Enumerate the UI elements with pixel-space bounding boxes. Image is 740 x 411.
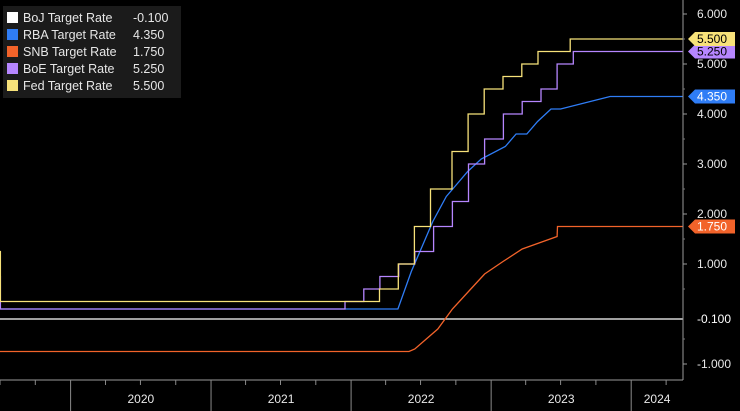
legend-item-boe: BoE Target Rate 5.250 xyxy=(7,60,181,77)
x-tick-label: 2023 xyxy=(548,392,575,406)
badge-shape xyxy=(688,219,735,234)
legend-label-boj: BoJ Target Rate xyxy=(23,10,113,25)
legend-value-boj: -0.100 xyxy=(133,10,169,25)
y-tick-label: 4.000 xyxy=(697,107,727,121)
last-value-badge-boj: -0.100 xyxy=(687,311,736,327)
legend-value-fed: 5.500 xyxy=(133,78,165,93)
badge-value: 4.350 xyxy=(697,90,727,104)
badge-value: 1.750 xyxy=(697,220,727,234)
legend-swatch-fed xyxy=(7,80,18,91)
y-tick-label: 1.000 xyxy=(697,257,727,271)
series-line-fed xyxy=(0,38,683,303)
legend-item-boj: BoJ Target Rate -0.100 xyxy=(7,9,181,26)
x-tick-label: 2024 xyxy=(644,392,671,406)
legend-item-rba: RBA Target Rate 4.350 xyxy=(7,26,181,43)
x-tick-label: 2020 xyxy=(127,392,154,406)
y-axis: 6.000 5.000 4.000 3.000 2.000 1.000 -1.000 xyxy=(682,0,731,380)
x-tick-label: 2022 xyxy=(408,392,435,406)
y-tick-label: -1.000 xyxy=(697,357,731,371)
plot-lines xyxy=(0,38,683,353)
last-value-badge-boe: 5.250 xyxy=(688,44,735,59)
x-tick-label: 2021 xyxy=(268,392,295,406)
legend-label-snb: SNB Target Rate xyxy=(23,44,117,59)
legend-label-boe: BoE Target Rate xyxy=(23,61,115,76)
x-axis: 2020 2021 2022 2023 2024 xyxy=(0,379,683,411)
badge-shape xyxy=(688,89,735,104)
y-tick-label: 2.000 xyxy=(697,207,727,221)
badge-value: -0.100 xyxy=(697,312,731,326)
y-tick-label: 6.000 xyxy=(697,7,727,21)
series-line-snb xyxy=(0,225,683,353)
y-tick-label: 3.000 xyxy=(697,157,727,171)
legend-swatch-boe xyxy=(7,63,18,74)
legend-item-fed: Fed Target Rate 5.500 xyxy=(7,77,181,94)
legend-value-snb: 1.750 xyxy=(133,44,165,59)
legend-value-boe: 5.250 xyxy=(133,61,165,76)
badge-shape xyxy=(687,311,736,327)
badge-value: 5.500 xyxy=(697,32,727,46)
badge-shape xyxy=(688,32,735,46)
last-value-badge-fed: 5.500 xyxy=(688,32,735,46)
legend-swatch-boj xyxy=(7,12,18,23)
legend-label-rba: RBA Target Rate xyxy=(23,27,116,42)
series-line-boe xyxy=(0,50,683,310)
legend-label-fed: Fed Target Rate xyxy=(23,78,113,93)
legend: BoJ Target Rate -0.100 RBA Target Rate 4… xyxy=(3,6,181,98)
legend-swatch-snb xyxy=(7,46,18,57)
legend-swatch-rba xyxy=(7,29,18,40)
y-tick-label: 5.000 xyxy=(697,57,727,71)
series-line-rba xyxy=(0,95,683,310)
legend-item-snb: SNB Target Rate 1.750 xyxy=(7,43,181,60)
legend-value-rba: 4.350 xyxy=(133,27,165,42)
last-value-badge-snb: 1.750 xyxy=(688,219,735,234)
badge-value: 5.250 xyxy=(697,45,727,59)
badge-shape xyxy=(688,44,735,59)
last-value-badge-rba: 4.350 xyxy=(688,89,735,104)
